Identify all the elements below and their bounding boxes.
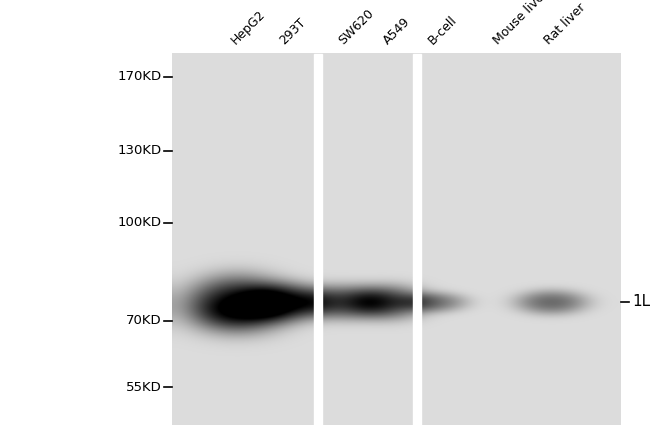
Text: 55KD: 55KD	[125, 381, 161, 394]
Text: Mouse liver: Mouse liver	[491, 0, 551, 47]
Text: 293T: 293T	[278, 16, 309, 47]
Text: Rat liver: Rat liver	[542, 1, 588, 47]
Text: 1L17RB: 1L17RB	[632, 295, 650, 309]
Text: 130KD: 130KD	[117, 144, 161, 157]
Text: 100KD: 100KD	[117, 216, 161, 229]
Text: 170KD: 170KD	[117, 70, 161, 84]
Text: 70KD: 70KD	[125, 314, 161, 327]
Text: HepG2: HepG2	[228, 8, 267, 47]
Text: A549: A549	[381, 15, 413, 47]
Bar	[314, 54, 322, 425]
Text: B-cell: B-cell	[426, 13, 460, 47]
Bar	[413, 54, 421, 425]
Text: SW620: SW620	[336, 7, 376, 47]
